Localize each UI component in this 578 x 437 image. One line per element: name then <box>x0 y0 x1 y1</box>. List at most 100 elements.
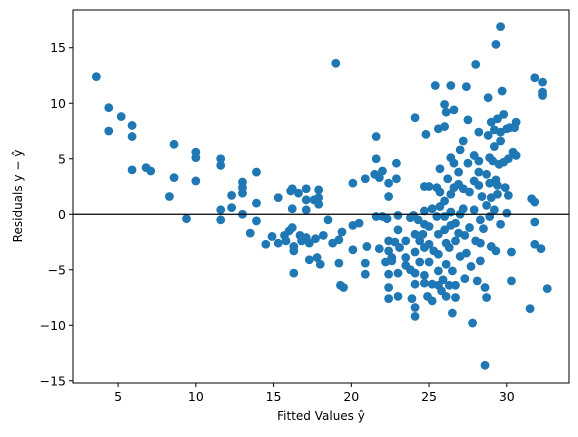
data-point <box>471 60 481 69</box>
data-point <box>314 199 324 209</box>
y-tick-label: 10 <box>50 96 66 111</box>
data-point <box>447 266 457 276</box>
x-tick-label: 15 <box>266 389 282 404</box>
data-point <box>252 167 261 177</box>
data-point <box>289 246 299 256</box>
data-point <box>393 268 403 278</box>
data-point <box>104 103 114 113</box>
data-point <box>393 210 403 220</box>
data-point <box>446 81 456 90</box>
data-point <box>281 236 291 246</box>
data-point <box>430 81 440 90</box>
data-point <box>378 166 387 176</box>
data-point <box>127 121 137 130</box>
data-point <box>424 222 434 231</box>
data-point <box>455 145 465 155</box>
data-point <box>289 268 299 278</box>
data-point <box>511 151 521 160</box>
data-point <box>500 183 510 193</box>
data-point <box>314 185 324 195</box>
data-point <box>311 234 320 244</box>
data-point <box>410 268 420 278</box>
data-point <box>463 115 473 125</box>
data-point <box>116 112 126 121</box>
data-point <box>460 274 470 284</box>
data-point <box>401 253 411 262</box>
data-point <box>433 229 443 239</box>
data-point <box>477 192 487 201</box>
data-point <box>496 136 505 146</box>
data-point <box>475 238 485 248</box>
data-point <box>440 196 450 206</box>
y-axis-ticks: −15 −10 −5 0 5 10 15 <box>40 40 73 388</box>
data-point <box>427 296 437 306</box>
y-tick-label: −5 <box>48 262 66 277</box>
data-point <box>465 187 474 197</box>
data-point <box>503 190 513 200</box>
x-axis-label: Fitted Values ŷ <box>277 409 365 423</box>
data-point <box>449 158 459 168</box>
data-point <box>446 207 456 217</box>
data-point <box>415 257 425 267</box>
data-point <box>444 280 454 290</box>
data-point <box>413 215 423 225</box>
data-point <box>530 73 540 83</box>
data-point <box>360 174 370 184</box>
data-point <box>496 22 505 32</box>
data-point <box>511 117 521 127</box>
data-point <box>314 193 324 203</box>
data-point <box>410 229 420 239</box>
data-point <box>287 223 297 232</box>
data-point <box>287 204 297 214</box>
data-point <box>424 239 434 249</box>
data-point <box>463 158 473 168</box>
data-point <box>360 258 370 268</box>
data-point <box>458 204 468 214</box>
data-point <box>216 161 226 170</box>
data-point <box>410 113 420 123</box>
data-point <box>354 218 364 228</box>
data-point <box>169 139 179 149</box>
data-point <box>421 129 431 139</box>
data-point <box>444 243 454 252</box>
data-point <box>435 187 445 197</box>
data-point <box>440 225 450 235</box>
data-point <box>483 131 493 140</box>
data-point <box>371 154 381 164</box>
data-point <box>438 275 448 285</box>
data-point <box>479 224 488 234</box>
data-point <box>483 93 493 103</box>
data-point <box>482 293 491 302</box>
data-point <box>261 239 271 249</box>
data-point <box>424 257 434 267</box>
data-point <box>493 181 502 190</box>
x-axis-ticks: 5 10 15 20 25 30 <box>114 383 515 404</box>
data-point <box>301 205 311 215</box>
data-point <box>393 225 403 235</box>
data-point <box>480 360 490 370</box>
data-point <box>360 269 370 279</box>
data-point <box>315 259 325 269</box>
data-point <box>337 227 347 237</box>
data-point <box>387 256 397 266</box>
data-point <box>267 232 277 241</box>
data-point <box>384 246 394 256</box>
data-point <box>384 178 394 188</box>
data-point <box>191 176 201 186</box>
data-point <box>312 253 322 262</box>
data-point <box>245 228 255 238</box>
data-point <box>491 246 501 256</box>
data-point <box>382 214 392 224</box>
data-point <box>474 156 484 166</box>
data-point <box>374 244 384 254</box>
data-point <box>507 247 516 257</box>
data-point <box>165 192 174 201</box>
data-points <box>91 22 552 370</box>
data-point <box>216 154 226 164</box>
data-point <box>466 262 476 271</box>
data-point <box>318 230 328 240</box>
data-point <box>304 238 314 248</box>
data-point <box>440 99 450 109</box>
data-point <box>273 238 283 248</box>
